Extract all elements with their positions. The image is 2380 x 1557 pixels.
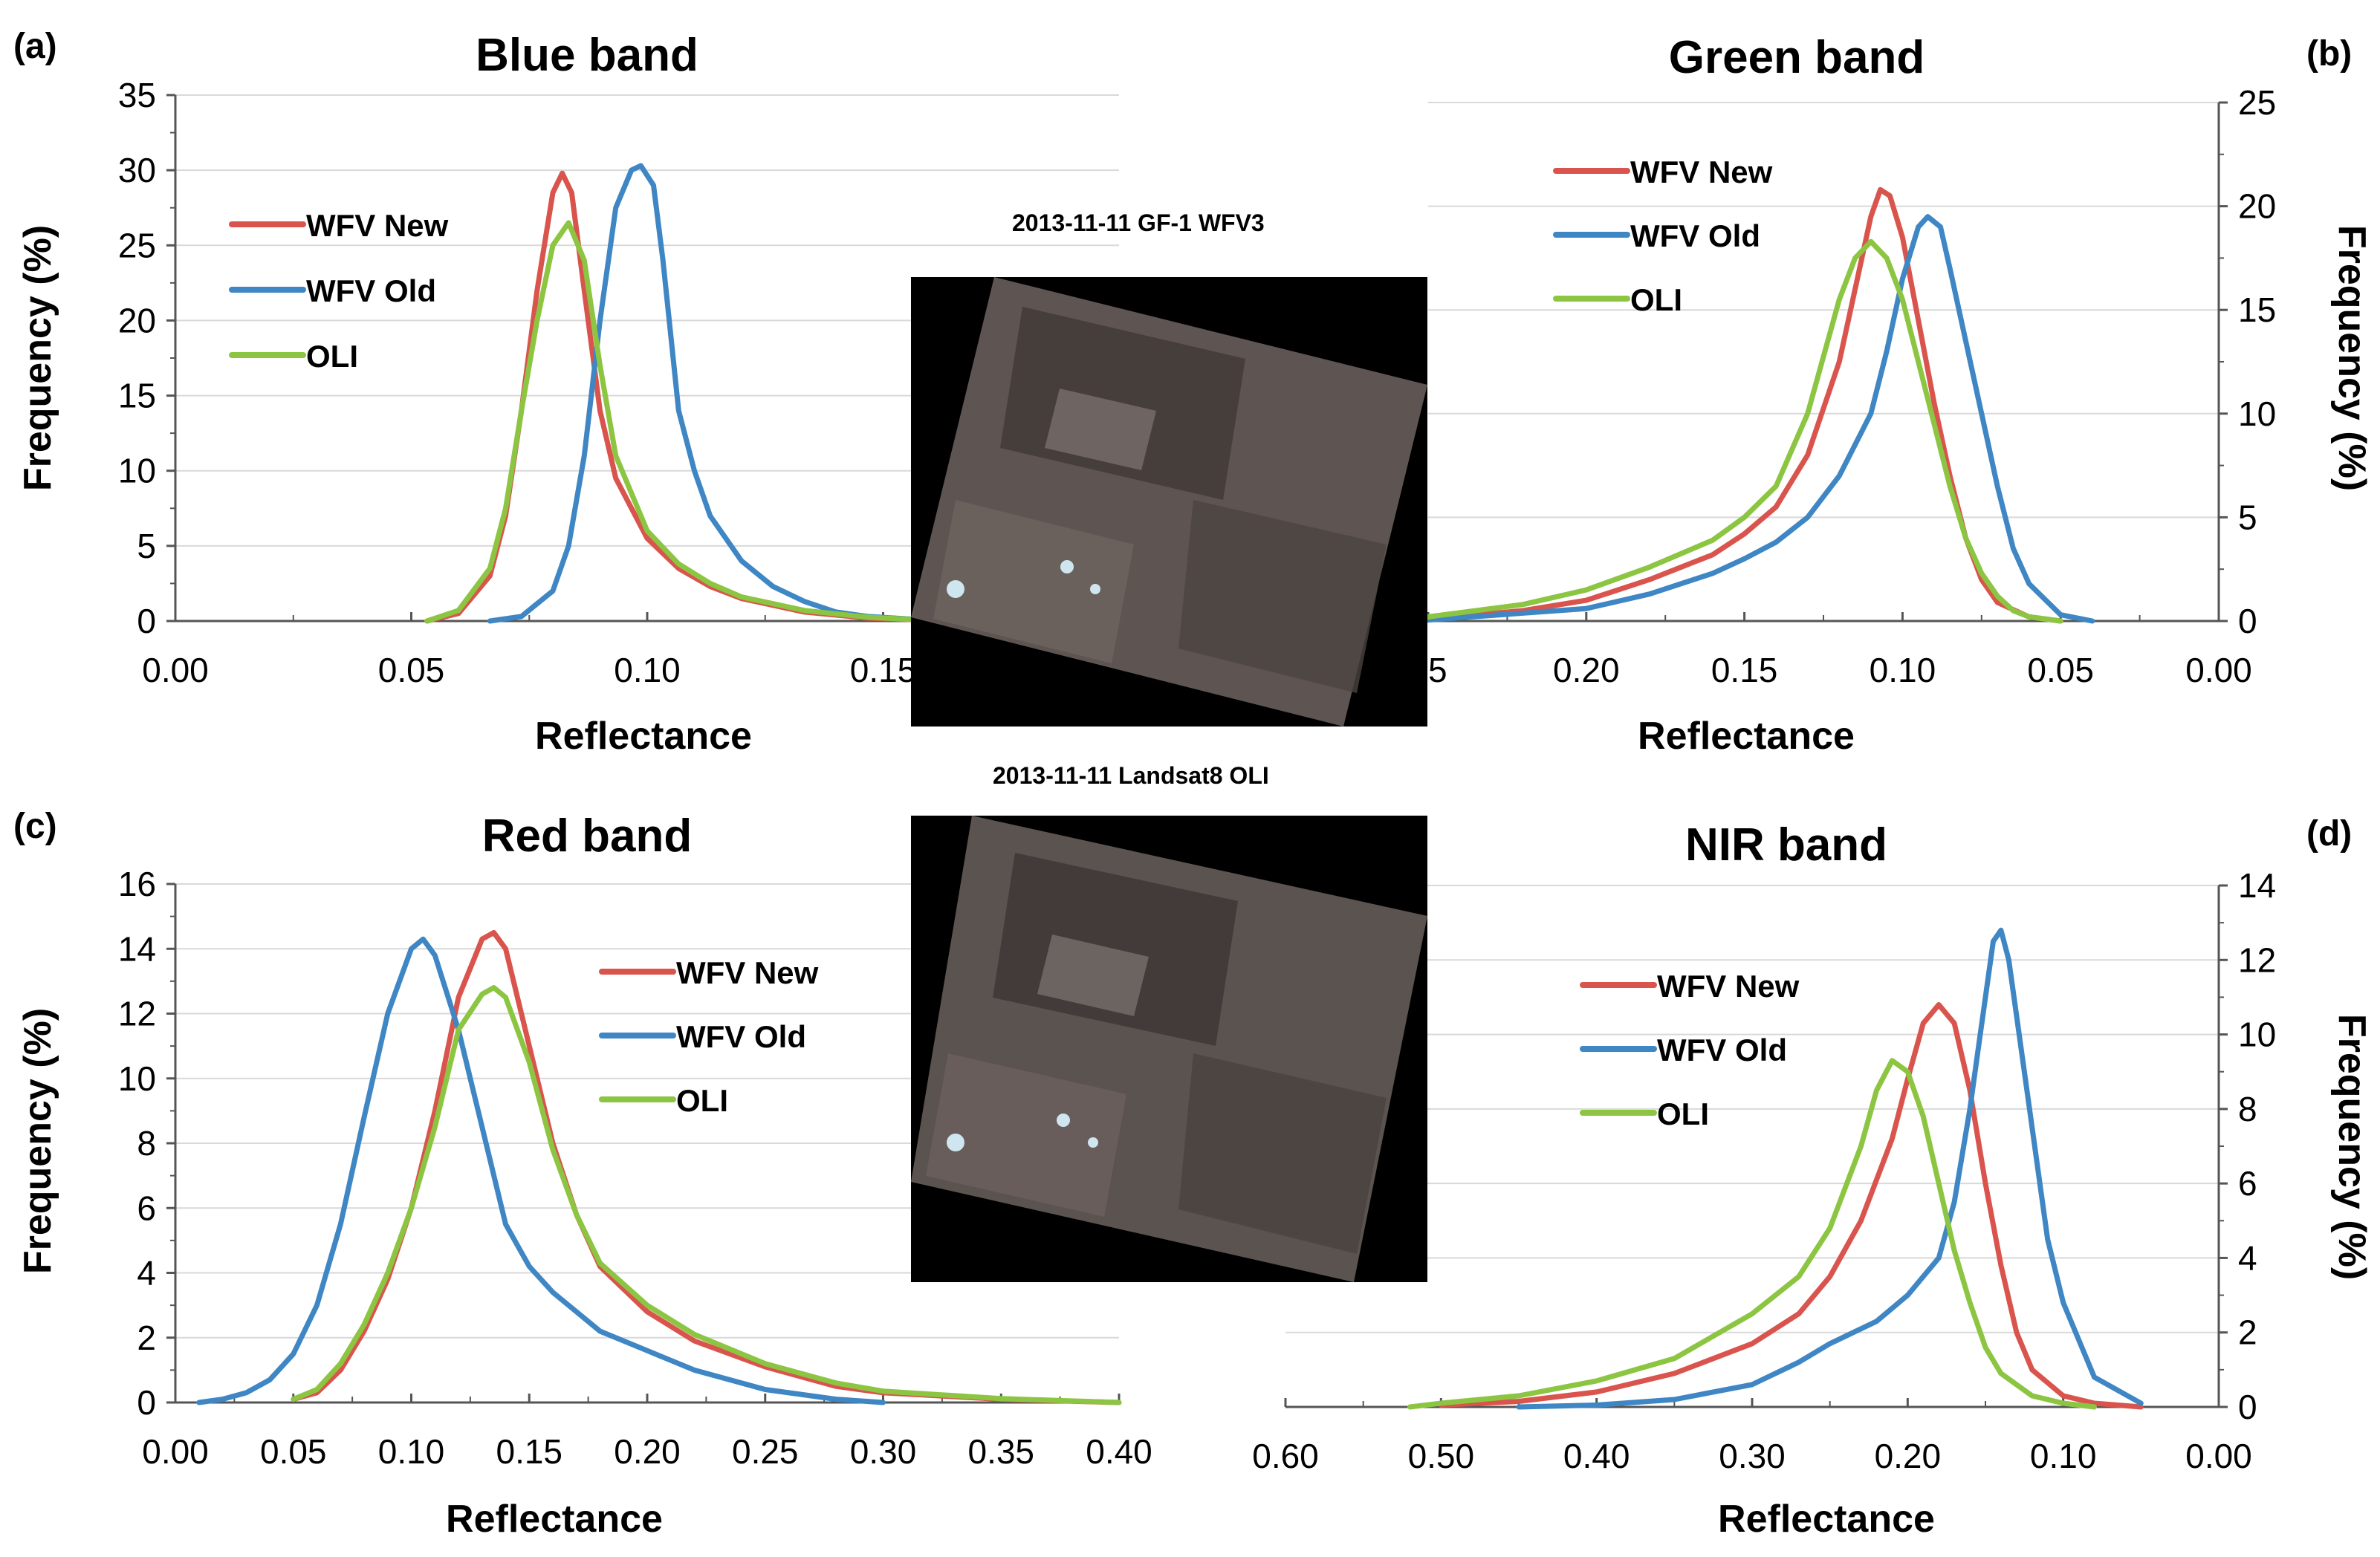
x-tick-label: 0.60 (1252, 1437, 1319, 1475)
legend-label: WFV Old (676, 1019, 806, 1054)
x-tick-label: 0.15 (850, 651, 917, 689)
x-tick-label: 0.05 (260, 1432, 327, 1471)
y-axis-label: Frequency (%) (2330, 225, 2373, 491)
gf1-image-title: 2013-11-11 GF-1 WFV3 (1012, 209, 1265, 236)
y-axis-label: Frequency (%) (16, 225, 59, 491)
x-axis-label: Reflectance (535, 715, 752, 758)
x-tick-label: 0.25 (732, 1432, 799, 1471)
x-tick-label: 0.30 (1719, 1437, 1786, 1475)
y-tick-label: 0 (2238, 602, 2257, 640)
x-tick-label: 0.15 (496, 1432, 562, 1471)
x-tick-label: 0.10 (1870, 651, 1936, 689)
y-tick-label: 16 (118, 865, 156, 903)
x-tick-label: 0.05 (2027, 651, 2094, 689)
panel-label: (d) (2306, 814, 2352, 854)
y-axis-label: Frequency (%) (16, 1008, 59, 1274)
y-tick-label: 2 (2238, 1313, 2257, 1352)
legend-label: OLI (676, 1083, 728, 1118)
gf1-satellite-image (911, 277, 1427, 727)
oli-satellite-image (911, 816, 1427, 1282)
y-tick-label: 30 (118, 151, 156, 189)
chart-title: Green band (1669, 32, 1925, 83)
y-tick-label: 35 (118, 76, 156, 114)
x-axis-label: Reflectance (1638, 715, 1855, 758)
y-tick-label: 10 (2238, 1015, 2276, 1054)
y-tick-label: 14 (2238, 866, 2276, 905)
series-line-oli (291, 985, 1122, 1405)
legend-label: OLI (306, 339, 358, 374)
x-axis-label: Reflectance (1718, 1498, 1935, 1541)
y-tick-label: 10 (118, 1059, 156, 1098)
y-tick-label: 20 (2238, 187, 2276, 226)
series-line-oli (424, 220, 1028, 624)
legend-label: OLI (1630, 282, 1682, 317)
y-tick-label: 5 (2238, 498, 2257, 536)
x-tick-label: 0.40 (1086, 1432, 1152, 1471)
x-tick-label: 0.35 (967, 1432, 1034, 1471)
series-line-wfv-new (291, 929, 1122, 1405)
series-line-wfv-old (487, 163, 1028, 624)
legend-label: WFV New (676, 955, 819, 990)
y-tick-label: 12 (118, 995, 156, 1033)
y-tick-label: 15 (2238, 290, 2276, 329)
x-tick-label: 0.50 (1408, 1437, 1475, 1475)
y-tick-label: 0 (137, 1383, 156, 1422)
series-line-oli (1407, 1058, 2097, 1410)
series-line-wfv-old (196, 936, 886, 1405)
chart-title: Blue band (476, 30, 698, 81)
x-tick-label: 0.00 (2185, 1437, 2252, 1475)
series-line-oli (1425, 238, 2063, 624)
x-axis-label: Reflectance (446, 1498, 663, 1541)
x-tick-label: 0.30 (850, 1432, 917, 1471)
y-tick-label: 8 (137, 1124, 156, 1163)
y-tick-label: 6 (137, 1189, 156, 1227)
legend-label: WFV New (1657, 969, 1800, 1004)
y-tick-label: 5 (137, 527, 156, 565)
legend-label: WFV New (306, 208, 449, 243)
x-tick-label: 0.20 (1553, 651, 1620, 689)
y-tick-label: 25 (2238, 83, 2276, 122)
y-tick-label: 2 (137, 1319, 156, 1357)
panel-label: (b) (2306, 34, 2352, 74)
y-tick-label: 4 (137, 1254, 156, 1293)
x-tick-label: 0.20 (614, 1432, 681, 1471)
oli-image-title: 2013-11-11 Landsat8 OLI (993, 762, 1269, 789)
y-tick-label: 6 (2238, 1164, 2257, 1203)
y-tick-label: 10 (118, 452, 156, 490)
series-line-wfv-old (1425, 214, 2095, 624)
y-tick-label: 0 (2238, 1388, 2257, 1426)
x-tick-label: 0.20 (1875, 1437, 1942, 1475)
x-tick-label: 0.10 (2030, 1437, 2097, 1475)
x-tick-label: 0.10 (614, 651, 681, 689)
chart-title: Red band (482, 810, 692, 862)
y-axis-label: Frequency (%) (2330, 1014, 2373, 1280)
legend-label: WFV New (1630, 155, 1773, 189)
y-tick-label: 14 (118, 929, 156, 968)
panel-label: (c) (13, 807, 57, 846)
x-tick-label: 0.05 (378, 651, 445, 689)
legend-label: WFV Old (1657, 1033, 1787, 1067)
y-tick-label: 0 (137, 602, 156, 640)
x-tick-label: 0.15 (1711, 651, 1778, 689)
legend-label: WFV Old (306, 273, 436, 308)
x-tick-label: 0.00 (2185, 651, 2252, 689)
y-tick-label: 12 (2238, 940, 2276, 979)
y-tick-label: 15 (118, 377, 156, 415)
y-tick-label: 4 (2238, 1238, 2257, 1277)
x-tick-label: 0.00 (142, 1432, 209, 1471)
y-tick-label: 25 (118, 226, 156, 264)
y-tick-label: 8 (2238, 1090, 2257, 1128)
x-tick-label: 0.10 (378, 1432, 445, 1471)
series-line-wfv-new (1438, 1002, 2144, 1410)
x-tick-label: 0.00 (142, 651, 209, 689)
legend-label: WFV Old (1630, 218, 1760, 253)
chart-title: NIR band (1685, 819, 1887, 871)
panel-label: (a) (13, 27, 57, 66)
x-tick-label: 0.40 (1563, 1437, 1630, 1475)
y-tick-label: 10 (2238, 394, 2276, 433)
legend-label: OLI (1657, 1096, 1709, 1131)
y-tick-label: 20 (118, 301, 156, 339)
series-line-wfv-old (1516, 927, 2144, 1410)
